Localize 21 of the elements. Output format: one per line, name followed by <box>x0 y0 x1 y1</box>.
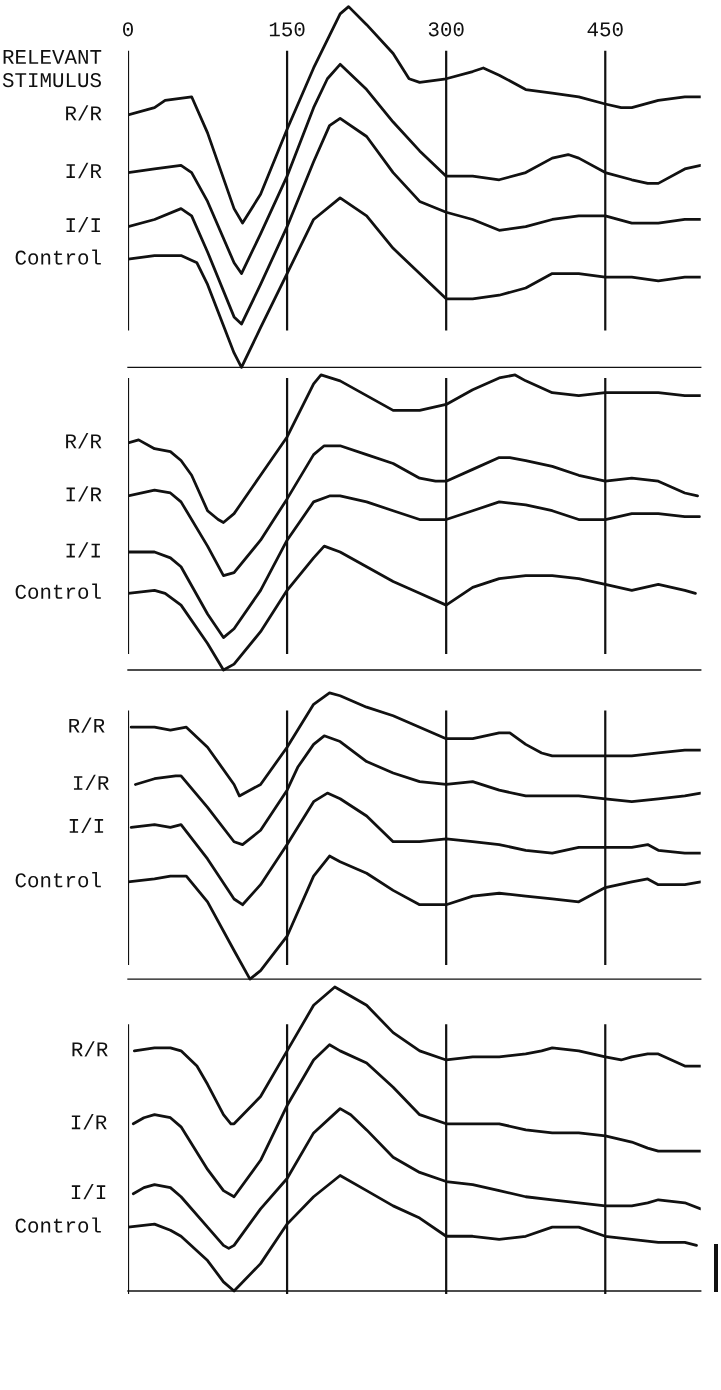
series-label: I/I <box>66 542 100 558</box>
x-tick-label: 300 <box>428 22 464 37</box>
text: RELEVANT STIMULUS <box>2 50 102 88</box>
x-tick-label: 0 <box>123 22 133 37</box>
series-label: I/I <box>69 817 104 833</box>
series-label: I/R <box>66 162 102 179</box>
series-label: I/I <box>71 1184 106 1200</box>
series-label: R/R <box>66 105 102 121</box>
series-label: R/R <box>72 1041 108 1057</box>
series-label: Control <box>15 583 101 599</box>
series-label: I/I <box>66 216 100 233</box>
series-label: R/R <box>66 433 102 449</box>
series-label: I/R <box>71 1114 107 1130</box>
series-label: Control <box>15 872 101 888</box>
series-label: Control <box>15 249 101 265</box>
series-label: I/R <box>66 486 102 502</box>
series-label: Control <box>15 1217 101 1233</box>
x-tick-label: 450 <box>587 22 623 37</box>
x-tick-label: 150 <box>269 22 305 37</box>
series-label: I/R <box>73 774 109 791</box>
series-label: R/R <box>69 717 105 733</box>
